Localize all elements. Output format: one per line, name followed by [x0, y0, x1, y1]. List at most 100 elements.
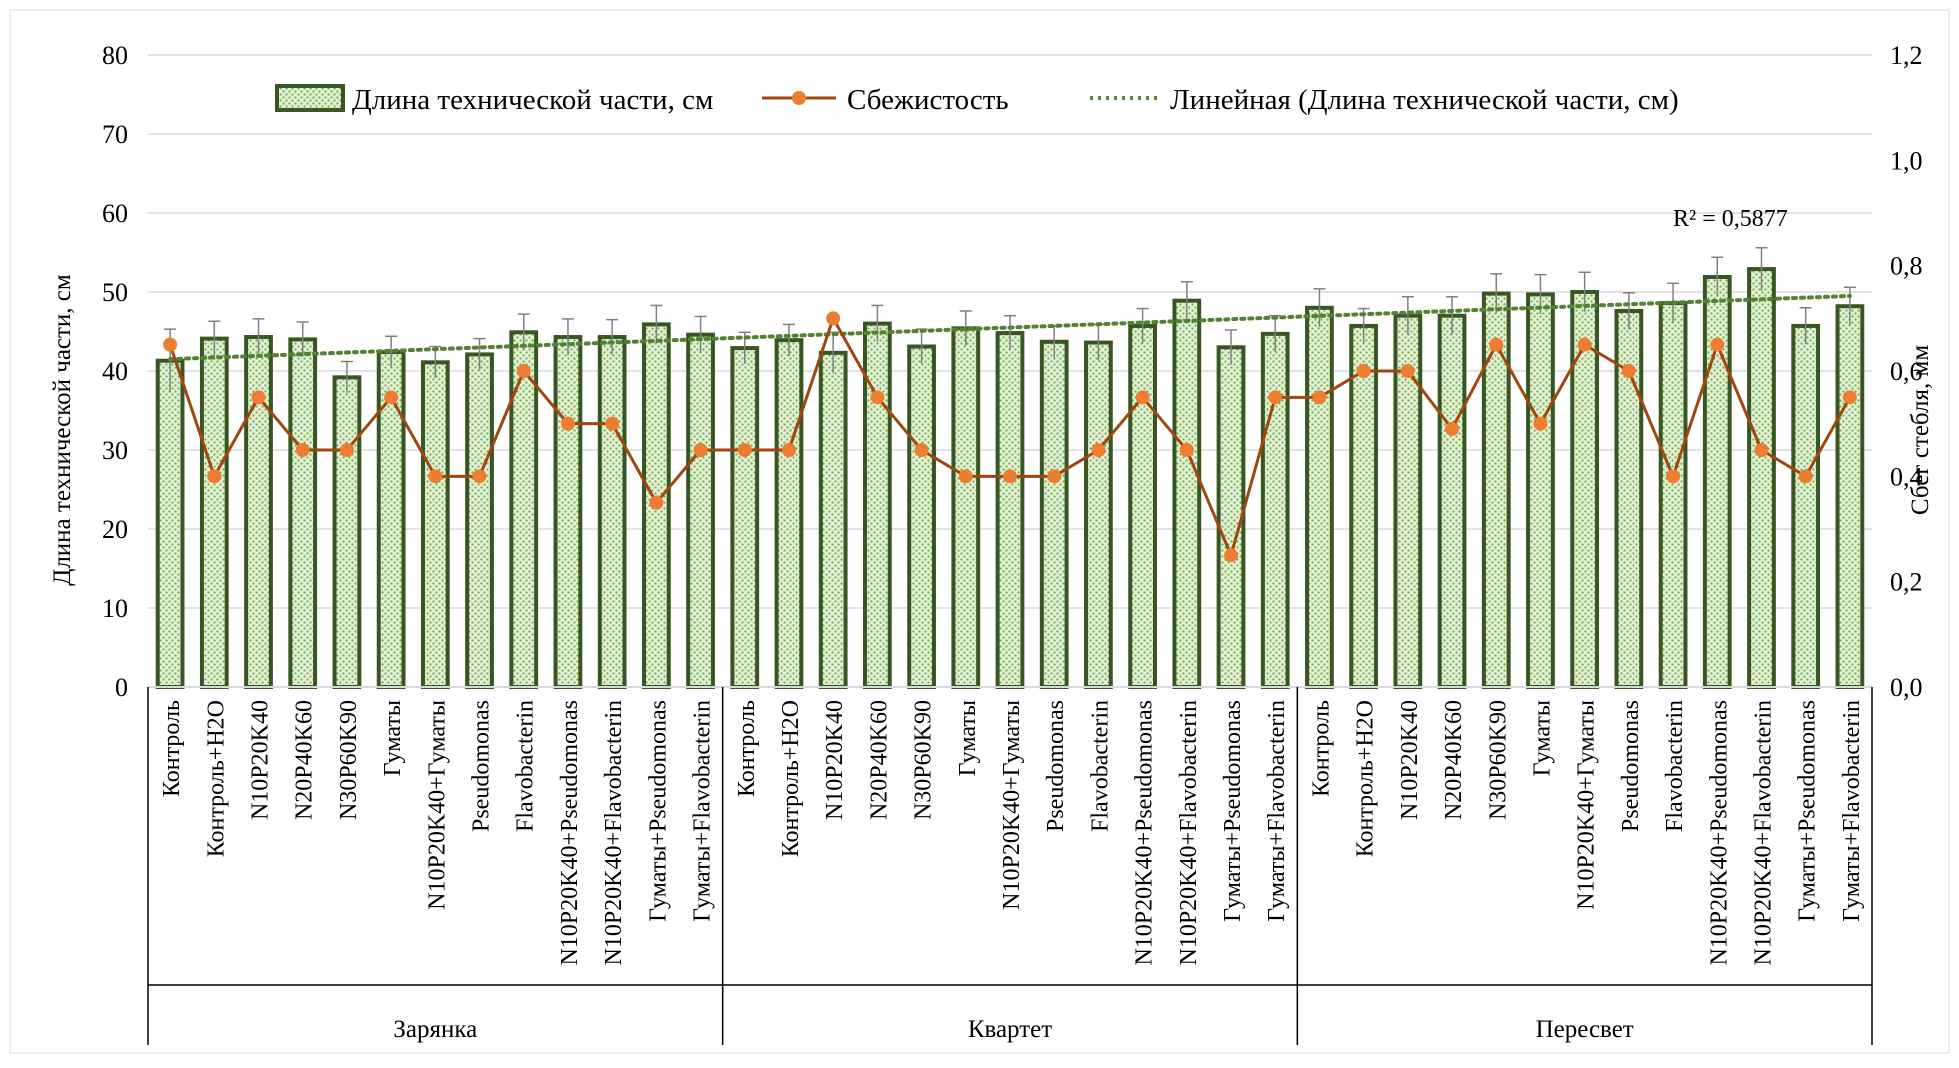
- x-tick-label: Flavobacterin: [513, 700, 539, 832]
- x-tick-label: Гуматы: [380, 700, 406, 776]
- bar: [1791, 323, 1821, 689]
- bar: [1216, 345, 1246, 689]
- x-tick-label: N20P40K60: [292, 700, 318, 820]
- y-left-tick-label: 70: [102, 120, 128, 149]
- bar: [1526, 292, 1555, 689]
- x-tick-label: Контроль+H2O: [203, 700, 229, 857]
- line-point: [1798, 469, 1813, 484]
- bar: [730, 346, 760, 689]
- x-tick-label: Pseudomonas: [469, 700, 495, 832]
- x-tick-label: Гуматы: [1529, 700, 1555, 776]
- line-point: [339, 443, 354, 457]
- x-tick-label: N10P20K40+Pseudomonas: [557, 700, 583, 966]
- x-tick-label: Гуматы+Flavobacterin: [690, 700, 716, 922]
- x-tick-label: N30P60K90: [911, 700, 937, 820]
- y-right-tick-label: 0,2: [1890, 568, 1923, 597]
- line-point: [1179, 443, 1194, 457]
- bar: [509, 330, 539, 689]
- line-point: [870, 390, 885, 405]
- bar: [1658, 301, 1688, 689]
- x-tick-label: N10P20K40+Гуматы: [424, 700, 450, 910]
- bar: [1437, 313, 1467, 689]
- line-point: [1312, 390, 1327, 405]
- line-point: [207, 469, 222, 484]
- line-point: [1400, 364, 1415, 378]
- group-label: Зарянка: [393, 1016, 477, 1043]
- x-tick-label: N10P20K40: [822, 700, 848, 820]
- x-tick-label: Flavobacterin: [1087, 700, 1113, 832]
- line-point: [428, 469, 443, 484]
- bar: [155, 358, 185, 689]
- x-tick-label: N10P20K40+Pseudomonas: [1132, 700, 1158, 966]
- y-left-tick-label: 10: [102, 594, 128, 623]
- bar: [465, 352, 494, 689]
- x-tick-label: Flavobacterin: [1662, 700, 1688, 832]
- x-tick-label: N10P20K40+Flavobacterin: [1750, 700, 1776, 966]
- legend-line-label: Сбежистость: [847, 84, 1009, 116]
- line-series: [163, 311, 1857, 563]
- r-squared-label: R² = 0,5877: [1673, 206, 1788, 232]
- line-point: [1356, 364, 1371, 378]
- bar: [1747, 267, 1776, 689]
- bar: [818, 350, 848, 689]
- x-tick-label: N10P20K40+Гуматы: [999, 700, 1025, 910]
- x-tick-label: Pseudomonas: [1618, 700, 1644, 832]
- bar: [907, 344, 936, 689]
- bar: [863, 321, 892, 689]
- line-point: [384, 390, 399, 405]
- y-axis-right-title: Сбег стебля, мм: [1907, 345, 1934, 515]
- line-point: [605, 416, 620, 431]
- x-tick-label: N30P60K90: [1485, 700, 1511, 820]
- y-left-tick-label: 0: [115, 673, 128, 702]
- line-point: [781, 443, 796, 457]
- bar: [1349, 323, 1379, 689]
- y-right-tick-label: 0,6: [1890, 357, 1923, 386]
- x-tick-label: Контроль+H2O: [778, 700, 804, 857]
- y-right-tick-label: 0,0: [1890, 673, 1923, 702]
- x-tick-label: Гуматы: [955, 700, 981, 776]
- line-point: [1224, 548, 1239, 563]
- legend-bar-label: Длина технической части, см: [352, 84, 713, 116]
- line-point: [737, 443, 752, 457]
- bar: [1039, 339, 1069, 689]
- x-tick-label: N20P40K60: [866, 700, 892, 820]
- line-point: [1268, 390, 1283, 405]
- line-point: [1842, 390, 1857, 405]
- trendline-path: [168, 293, 1852, 362]
- legend-bar-swatch: [275, 84, 345, 112]
- line-point: [295, 443, 310, 457]
- legend-trend-label: Линейная (Длина технической части, см): [1170, 84, 1679, 116]
- line-point: [1047, 469, 1062, 484]
- y-axis-left-title: Длина технической части, см: [49, 274, 76, 586]
- x-tick-label: Гуматы+Pseudomonas: [645, 700, 671, 922]
- x-tick-label: N10P20K40+Pseudomonas: [1706, 700, 1732, 966]
- line-point: [1003, 469, 1017, 484]
- legend-line-marker: [792, 91, 806, 105]
- line-point: [1091, 443, 1106, 457]
- bar: [774, 338, 804, 689]
- line-point: [560, 416, 575, 431]
- bar: [1481, 291, 1511, 689]
- bar: [1260, 331, 1290, 689]
- line-point: [1135, 390, 1150, 405]
- bar: [244, 335, 273, 689]
- line-point: [1489, 337, 1504, 352]
- line-point: [1666, 469, 1681, 484]
- trendline: [168, 293, 1852, 362]
- bar: [951, 326, 981, 689]
- x-tick-label: Контроль: [159, 700, 185, 797]
- line-point: [1710, 337, 1725, 352]
- bar: [288, 337, 318, 689]
- x-tick-label: N10P20K40+Гуматы: [1574, 700, 1600, 910]
- bar: [1128, 323, 1157, 689]
- x-tick-label: Pseudomonas: [1043, 700, 1069, 832]
- bar: [686, 332, 715, 689]
- y-right-tick-label: 1,2: [1890, 41, 1923, 70]
- bar: [332, 375, 362, 689]
- y-left-tick-label: 40: [102, 357, 128, 386]
- x-tick-label: N30P60K90: [336, 700, 362, 820]
- y-left-tick-label: 60: [102, 199, 128, 228]
- x-tick-label: Контроль: [734, 700, 760, 797]
